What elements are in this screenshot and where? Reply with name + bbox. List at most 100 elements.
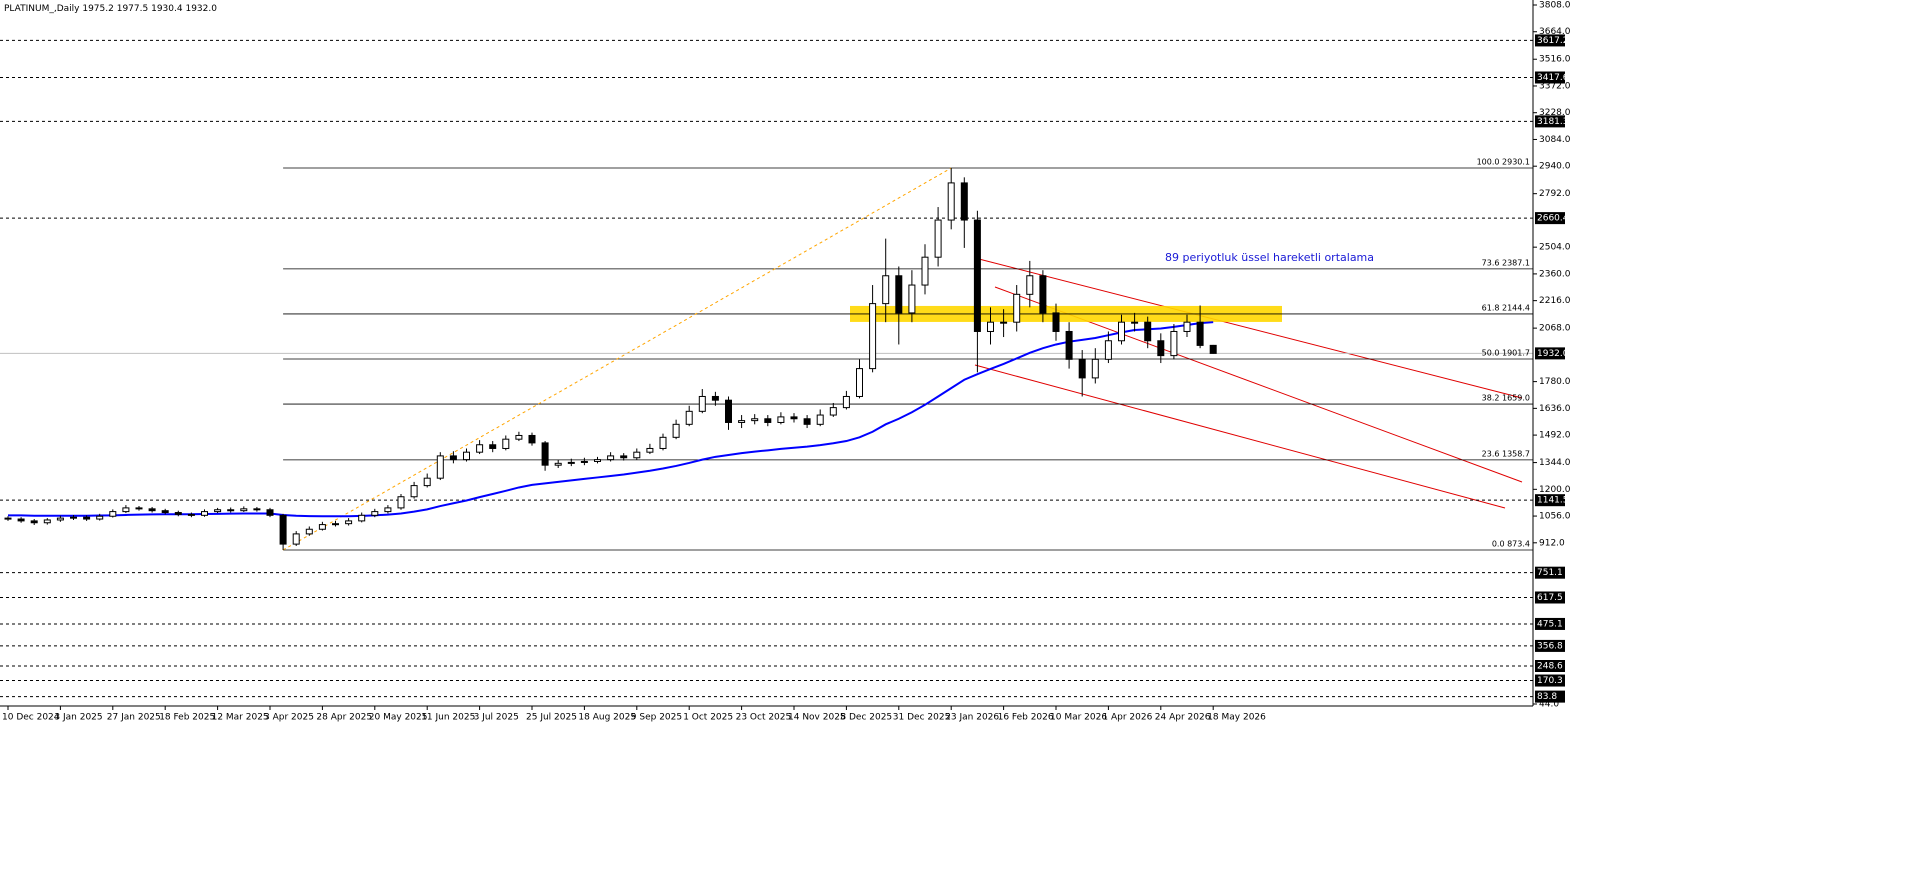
x-tick-label: 23 Jan 2026 — [945, 713, 999, 723]
candle-body — [449, 455, 457, 461]
candle-body — [711, 395, 719, 401]
candle-body — [803, 418, 811, 425]
candle-body — [685, 410, 693, 425]
channel-line — [974, 364, 1506, 509]
header: PLATINUM_,Daily 1975.2 1977.5 1930.4 193… — [4, 4, 217, 14]
level-label-box — [1535, 591, 1565, 604]
x-tick-label: 27 Jan 2025 — [107, 713, 161, 723]
candle-body — [1183, 321, 1191, 332]
fibo-label: 38.2 1659.0 — [1482, 394, 1530, 403]
candle-body — [240, 508, 248, 512]
header-open: 1975.2 — [82, 4, 114, 14]
level-label-box — [1535, 690, 1565, 703]
candle-body — [725, 399, 732, 423]
candle-body — [174, 512, 182, 515]
x-tick-label: 18 Aug 2025 — [578, 713, 636, 723]
y-tick-label: 3664.0 — [1539, 27, 1571, 37]
y-tick-label: 1492.0 — [1539, 431, 1571, 441]
x-tick-label: 31 Dec 2025 — [893, 713, 951, 723]
y-tick-label: 1344.0 — [1539, 458, 1571, 468]
candle-body — [17, 518, 25, 522]
candle-body — [384, 507, 392, 513]
x-tick-label: 14 Nov 2025 — [788, 713, 846, 723]
candle-body — [1131, 321, 1139, 324]
level-label: 475.1 — [1537, 619, 1563, 629]
level-label-box — [1535, 494, 1565, 507]
fibo-label: 61.8 2144.4 — [1482, 303, 1530, 312]
candle-body — [947, 182, 955, 221]
drawings — [0, 39, 1533, 698]
candle-body — [646, 447, 654, 453]
candle-body — [882, 275, 890, 305]
candle-body — [921, 256, 929, 286]
level-label: 83.8 — [1537, 692, 1557, 702]
candle-body — [148, 508, 156, 512]
candle-body — [1078, 358, 1086, 379]
candle-body — [594, 459, 601, 462]
candle-body — [489, 444, 497, 449]
level-label: 170.3 — [1537, 676, 1563, 686]
candle-body — [266, 509, 274, 516]
y-tick-label: 2504.0 — [1539, 243, 1571, 253]
x-tick-label: 18 Feb 2025 — [159, 713, 215, 723]
candle-body — [476, 444, 484, 453]
candle-body — [842, 395, 850, 409]
candle-body — [292, 533, 300, 545]
candle-body — [371, 511, 379, 516]
x-tick-label: 10 Dec 2024 — [2, 713, 60, 723]
candle-body — [56, 517, 64, 521]
candle-body — [70, 516, 77, 519]
x-tick-label: 1 Apr 2026 — [1102, 713, 1152, 723]
candle-body — [1013, 293, 1021, 323]
candle-body — [1026, 275, 1034, 295]
x-tick-label: 20 May 2025 — [369, 713, 428, 723]
candle-body — [659, 436, 667, 449]
level-label-box — [1535, 617, 1565, 630]
x-tick-label: 3 Apr 2025 — [264, 713, 314, 723]
candle-body — [790, 416, 798, 420]
candle-body — [1209, 344, 1217, 354]
fibo-label: 73.6 2387.1 — [1482, 258, 1530, 267]
candle-body — [764, 418, 772, 423]
y-tick-label: 1056.0 — [1539, 512, 1571, 522]
level-label-box — [1535, 34, 1565, 47]
candle-body — [96, 515, 104, 520]
candle-body — [698, 395, 706, 412]
current-price-box — [1535, 347, 1565, 360]
candle-body — [528, 434, 536, 444]
candle-body — [30, 520, 38, 524]
candle-body — [1065, 330, 1073, 360]
candle-body — [856, 368, 863, 397]
level-label: 2660.4 — [1537, 214, 1569, 224]
x-tick-label: 9 Sep 2025 — [631, 713, 682, 723]
candle-body — [109, 511, 117, 517]
fibo-label: 100.0 2930.1 — [1477, 158, 1530, 167]
y-tick-label: 1200.0 — [1539, 485, 1571, 495]
level-label: 248.6 — [1537, 662, 1563, 672]
candle-body — [305, 528, 313, 535]
y-tick-label: 3084.0 — [1539, 135, 1571, 145]
candle-body — [187, 513, 195, 516]
candle-body — [502, 438, 510, 449]
candle-body — [1196, 321, 1204, 346]
candle-body — [541, 442, 549, 466]
x-tick-label: 18 May 2026 — [1207, 713, 1266, 723]
fibo-label: 0.0 873.4 — [1492, 539, 1530, 548]
level-label-box — [1535, 71, 1565, 84]
candle-body — [1170, 330, 1178, 357]
level-label: 3617.2 — [1537, 36, 1569, 46]
y-tick-label: 2216.0 — [1539, 296, 1571, 306]
level-label: 1141.5 — [1537, 496, 1569, 506]
y-tick-label: 3372.0 — [1539, 81, 1571, 91]
candle-body — [620, 455, 628, 459]
ema-line — [8, 321, 1214, 518]
x-tick-label: 25 Jul 2025 — [526, 713, 577, 723]
level-label-box — [1535, 639, 1565, 652]
candle-body — [580, 460, 588, 463]
candle-body — [1052, 312, 1060, 332]
level-label-box — [1535, 212, 1565, 225]
candle-body — [816, 414, 824, 425]
